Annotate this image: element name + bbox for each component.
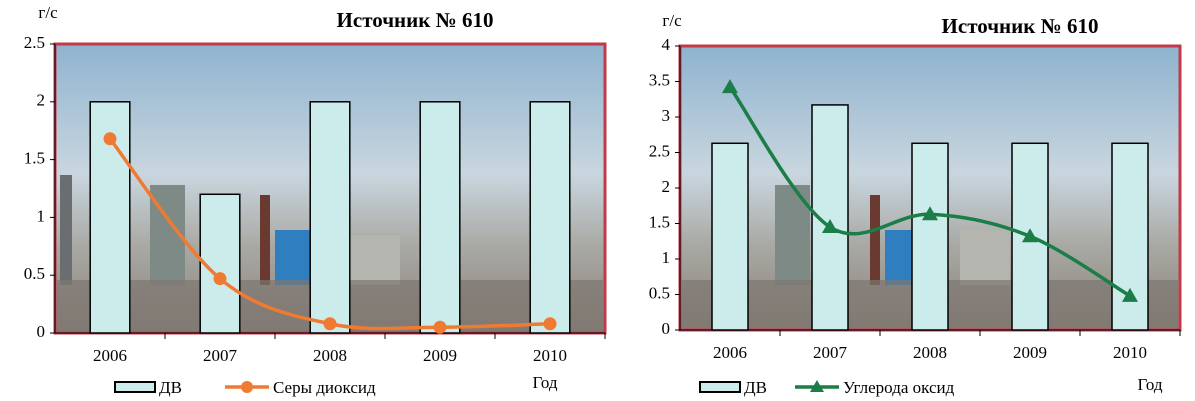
bar <box>420 102 460 333</box>
x-tick-label: 2007 <box>813 343 848 362</box>
marker <box>104 132 117 145</box>
marker <box>324 317 337 330</box>
y-tick-label: 0.5 <box>649 283 670 302</box>
x-tick-label: 2006 <box>93 346 127 365</box>
y-axis-label: г/с <box>38 3 58 22</box>
y-tick-label: 4 <box>662 35 671 54</box>
legend-marker <box>241 381 253 393</box>
legend-label: ДВ <box>744 378 767 397</box>
bar <box>712 143 748 330</box>
y-tick-label: 2.5 <box>649 141 670 160</box>
y-tick-label: 2 <box>662 177 671 196</box>
chart-title: Источник № 610 <box>337 8 494 32</box>
y-tick-label: 1 <box>37 206 46 225</box>
x-tick-label: 2009 <box>423 346 457 365</box>
x-tick-label: 2008 <box>913 343 947 362</box>
x-tick-label: 2008 <box>313 346 347 365</box>
y-tick-label: 0 <box>37 322 46 341</box>
chart: Источник № 610 г/с Год 0 0.5 1 1.5 2 2.5 2006 2007… <box>0 0 1195 401</box>
bar <box>530 102 570 333</box>
y-tick-label: 0.5 <box>24 264 45 283</box>
legend-label: Серы диоксид <box>273 378 376 397</box>
y-axis-label: г/с <box>662 11 682 30</box>
x-axis-label: Год <box>1138 375 1163 394</box>
y-tick-label: 0 <box>662 319 671 338</box>
bar <box>1112 143 1148 330</box>
y-tick-label: 1.5 <box>24 149 45 168</box>
bar <box>310 102 350 333</box>
marker <box>434 321 447 334</box>
x-tick-label: 2009 <box>1013 343 1047 362</box>
legend-swatch <box>115 382 155 392</box>
x-tick-label: 2007 <box>203 346 238 365</box>
legend-label: Углерода оксид <box>843 378 955 397</box>
y-tick-label: 3.5 <box>649 70 670 89</box>
page: Источник № 610 г/с Год 0 0.5 1 1.5 2 2.5 2006 2007… <box>0 0 1195 401</box>
y-tick-label: 3 <box>662 106 671 125</box>
y-tick-label: 1.5 <box>649 212 670 231</box>
legend-swatch <box>700 382 740 392</box>
x-axis-label: Год <box>533 373 558 392</box>
x-tick-label: 2010 <box>533 346 567 365</box>
marker <box>544 317 557 330</box>
marker <box>214 272 227 285</box>
chart-title: Источник № 610 <box>942 14 1099 38</box>
bar <box>912 143 948 330</box>
y-tick-label: 1 <box>662 248 671 267</box>
y-tick-label: 2 <box>37 91 46 110</box>
x-tick-label: 2010 <box>1113 343 1147 362</box>
x-tick-label: 2006 <box>713 343 747 362</box>
legend-label: ДВ <box>159 378 182 397</box>
y-tick-label: 2.5 <box>24 33 45 52</box>
